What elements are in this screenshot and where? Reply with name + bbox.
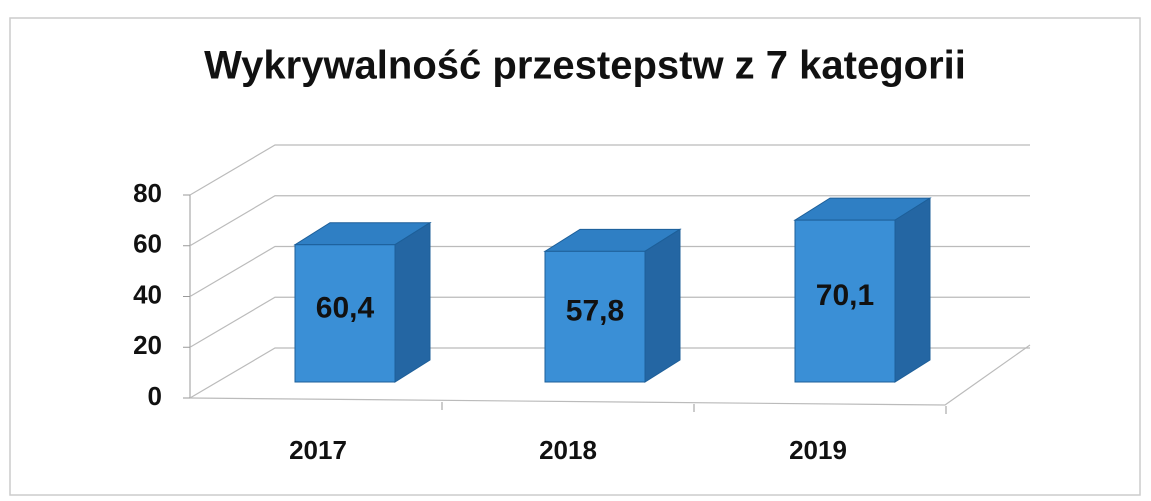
value-label: 57,8 bbox=[566, 295, 624, 328]
bar bbox=[544, 250, 646, 383]
value-label: 70,1 bbox=[816, 279, 874, 312]
bar-side bbox=[394, 221, 431, 383]
bar bbox=[294, 244, 396, 383]
bar-side bbox=[644, 228, 681, 383]
bar bbox=[794, 219, 896, 383]
y-tick-label: 0 bbox=[148, 381, 162, 411]
grid-line bbox=[189, 347, 1030, 399]
y-tick-label: 40 bbox=[133, 279, 162, 309]
y-tick-label: 20 bbox=[133, 330, 162, 360]
chart-title: Wykrywalność przestepstw z 7 kategorii bbox=[204, 44, 966, 88]
grid-line bbox=[189, 144, 1030, 196]
x-tick-label: 2018 bbox=[539, 435, 597, 465]
x-tick-label: 2019 bbox=[789, 435, 847, 465]
value-label: 60,4 bbox=[316, 291, 375, 324]
chart-frame bbox=[9, 17, 1141, 496]
floor-edge bbox=[189, 344, 1031, 406]
grid-line bbox=[189, 296, 1030, 348]
grid-line bbox=[189, 195, 1030, 247]
grid-line bbox=[189, 245, 1030, 298]
bar-side bbox=[894, 197, 931, 383]
x-tick-label: 2017 bbox=[289, 435, 347, 465]
y-tick-label: 80 bbox=[133, 178, 162, 208]
y-tick-label: 60 bbox=[133, 229, 162, 259]
